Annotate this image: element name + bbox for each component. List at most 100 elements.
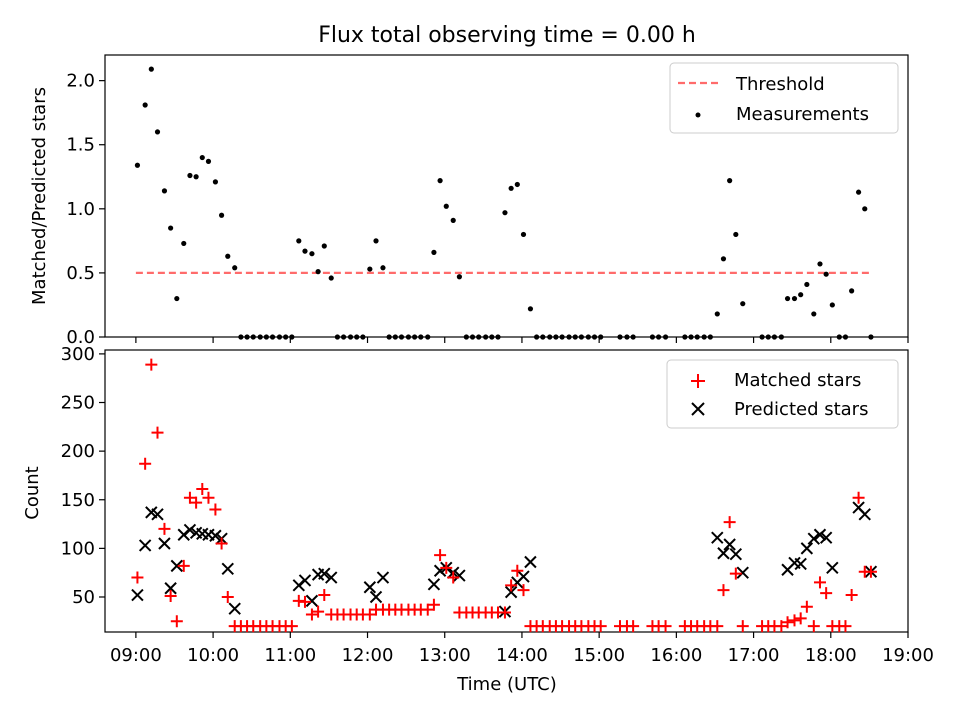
count-panel: 50 100 150 200 250 300 09:00 10:00 11:00 12:00 13… — [22, 344, 934, 695]
matched-star-marker — [285, 620, 298, 633]
matched-star-marker — [717, 584, 730, 597]
measurement-point — [868, 334, 874, 340]
matched-star-marker — [190, 496, 203, 509]
matched-star-marker — [711, 620, 724, 633]
y-tick-label: 1.0 — [66, 199, 95, 220]
measurement-point — [263, 334, 269, 340]
measurement-point — [649, 334, 656, 340]
measurement-point — [578, 334, 584, 340]
measurement-point — [784, 295, 791, 302]
measurement-point — [720, 256, 727, 262]
measurement-point — [489, 334, 495, 340]
measurement-point — [771, 334, 778, 340]
measurement-point — [514, 181, 520, 188]
x-tick-label: 11:00 — [264, 645, 316, 666]
matched-star-marker — [839, 620, 852, 633]
measurement-point — [269, 334, 276, 340]
measurement-point — [405, 334, 412, 340]
predicted-star-marker — [427, 578, 441, 591]
matched-star-marker — [505, 579, 518, 592]
predicted-star-marker — [369, 590, 383, 604]
matched-star-marker — [736, 620, 749, 633]
matched-star-marker — [202, 491, 215, 504]
predicted-star-marker — [298, 574, 312, 587]
measurement-point — [398, 334, 405, 340]
measurement-point — [624, 334, 630, 340]
legend-measurements-label: Measurements — [736, 104, 869, 125]
matched-star-marker — [298, 595, 311, 608]
measurement-point — [134, 162, 141, 168]
matched-star-marker — [145, 358, 158, 371]
measurement-point — [360, 334, 366, 340]
measurement-point — [591, 334, 598, 340]
predicted-star-marker — [183, 523, 197, 537]
predicted-star-marker — [794, 557, 807, 571]
matched-star-marker — [440, 561, 453, 574]
ratio-panel: 0.00.51.01.52.0 Matched/Predicted stars … — [29, 54, 909, 348]
y-tick-label: 300 — [61, 344, 95, 365]
measurement-point — [688, 334, 694, 340]
measurement-point — [476, 334, 482, 340]
measurement-point — [456, 274, 463, 280]
measurement-point — [804, 281, 810, 288]
measurement-point — [727, 178, 733, 184]
measurement-point — [520, 231, 527, 238]
measurement-point — [443, 203, 449, 209]
measurement-point — [199, 154, 205, 161]
x-tick-label: 10:00 — [187, 645, 239, 666]
predicted-star-marker — [524, 555, 537, 569]
legend-predicted-label: Predicted stars — [734, 399, 868, 420]
predicted-star-marker — [723, 538, 736, 551]
measurement-point — [386, 334, 392, 340]
predicted-star-marker — [325, 571, 338, 584]
matched-star-marker — [164, 590, 177, 603]
predicted-star-marker — [158, 537, 171, 550]
x-tick-label: 16:00 — [650, 645, 702, 666]
measurement-point — [276, 334, 283, 340]
measurement-point — [778, 334, 784, 340]
measurement-point — [218, 212, 225, 218]
matched-star-marker — [775, 620, 788, 633]
matched-star-marker — [427, 598, 440, 611]
measurement-point — [321, 243, 327, 249]
legend-matched-swatch — [691, 374, 705, 388]
measurement-point — [707, 334, 713, 340]
matched-star-marker — [170, 615, 183, 628]
measurement-point — [823, 271, 829, 277]
matched-star-marker — [363, 608, 376, 621]
x-tick-label: 09:00 — [110, 645, 162, 666]
legend-matched-label: Matched stars — [734, 370, 861, 391]
matched-star-marker — [781, 616, 794, 629]
matched-star-marker — [177, 559, 190, 572]
matched-star-marker — [723, 516, 736, 529]
measurement-point — [283, 334, 289, 340]
measurement-point — [328, 275, 334, 281]
predicted-star-marker — [131, 588, 144, 602]
ratio-legend: Threshold Measurements — [669, 62, 899, 134]
measurement-point — [168, 225, 174, 231]
y-tick-label: 250 — [61, 393, 95, 414]
matched-star-marker — [852, 491, 865, 504]
matched-star-marker — [151, 426, 164, 439]
predicted-star-marker — [305, 594, 319, 608]
measurement-point — [495, 334, 501, 340]
predicted-star-marker — [717, 547, 730, 560]
measurement-point — [527, 306, 534, 312]
measurement-point — [425, 334, 431, 340]
predicted-star-marker — [453, 569, 466, 582]
x-tick-label: 19:00 — [882, 645, 934, 666]
measurement-point — [367, 266, 373, 272]
measurement-point — [257, 334, 263, 340]
matched-star-marker — [820, 587, 833, 600]
predicted-star-marker — [209, 529, 222, 542]
matched-star-marker — [209, 503, 222, 516]
y-tick-label: 2.0 — [66, 71, 95, 92]
predicted-star-marker — [221, 562, 234, 576]
measurement-point — [682, 334, 688, 340]
x-tick-label: 13:00 — [419, 645, 471, 666]
matched-star-marker — [183, 491, 196, 504]
matched-star-marker — [221, 590, 234, 603]
measurement-point — [559, 334, 565, 340]
measurement-point — [733, 231, 739, 238]
ratio-y-axis-label: Matched/Predicted stars — [29, 87, 50, 305]
